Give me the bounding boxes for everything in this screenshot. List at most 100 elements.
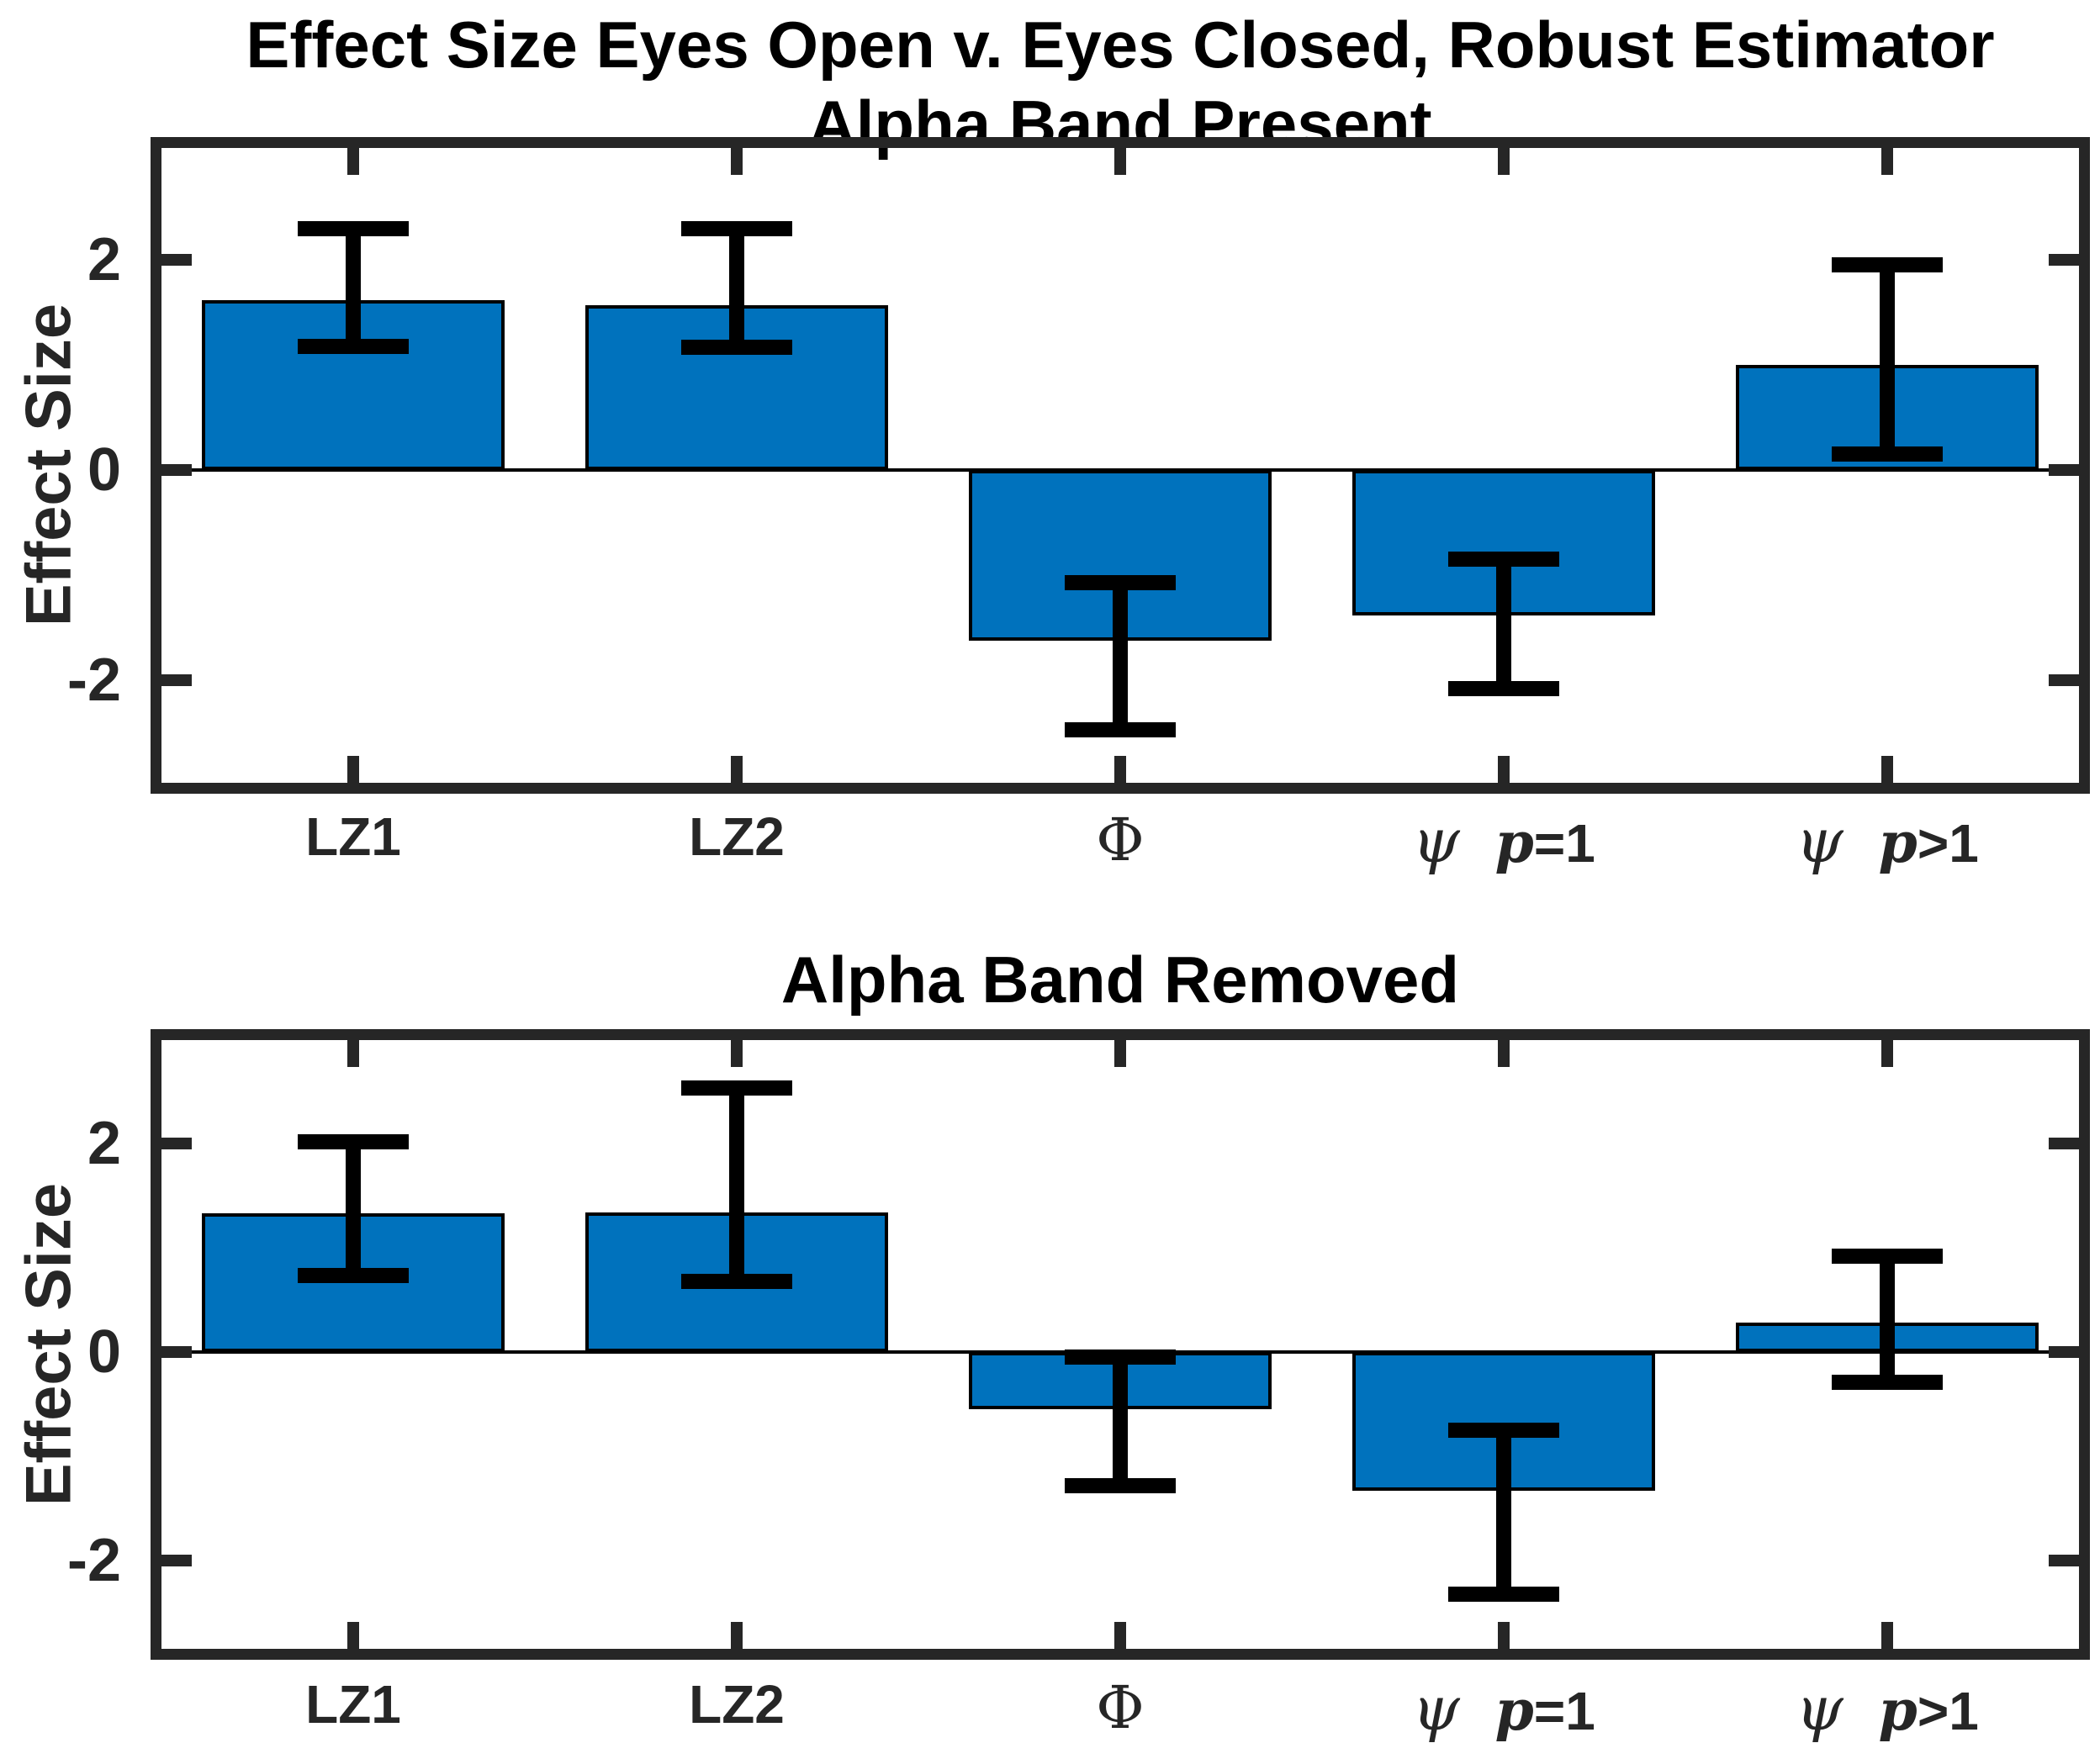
x-tick-label-part: Φ [1096, 1673, 1145, 1742]
error-cap-high-psi-p-eq-1 [1448, 1423, 1559, 1438]
error-cap-high-psi-p-gt-1 [1832, 257, 1943, 273]
y-tick-left-2 [161, 1138, 192, 1149]
x-tick-top-LZ2 [731, 148, 743, 175]
y-tick-right--2 [2049, 674, 2079, 686]
x-tick-bottom-psi-p-gt-1 [1881, 756, 1893, 783]
y-tick-label-0: 0 [87, 1318, 121, 1386]
x-tick-label-part: ψ [1412, 1673, 1460, 1743]
error-line-psi-p-eq-1 [1496, 1430, 1511, 1594]
x-tick-label-psi-p-gt-1: ψ p>1 [1694, 805, 2081, 876]
y-tick-label--2: -2 [66, 647, 121, 714]
x-tick-top-Phi [1114, 148, 1126, 175]
x-tick-bottom-psi-p-eq-1 [1498, 756, 1510, 783]
x-tick-label-part: >1 [1917, 813, 1979, 874]
x-tick-label-part: ψ [1796, 1673, 1843, 1743]
error-cap-low-Phi [1065, 721, 1176, 737]
y-tick-left--2 [161, 674, 192, 686]
error-line-LZ1 [346, 1141, 361, 1276]
x-tick-label-part: p [1878, 1677, 1918, 1743]
y-tick-right-2 [2049, 254, 2079, 266]
y-tick-right-0 [2049, 464, 2079, 476]
x-tick-bottom-Phi [1114, 1622, 1126, 1649]
y-tick-label-2: 2 [87, 1110, 121, 1177]
error-line-LZ2 [729, 228, 744, 347]
error-cap-low-psi-p-eq-1 [1448, 681, 1559, 696]
error-cap-low-LZ2 [681, 1273, 792, 1289]
axis-box-panel-1 [151, 1029, 2090, 1660]
x-tick-label-LZ1: LZ1 [160, 805, 547, 868]
error-cap-high-LZ1 [298, 220, 409, 236]
error-cap-high-Phi [1065, 1350, 1176, 1365]
axis-box-panel-0 [151, 137, 2090, 794]
x-tick-bottom-psi-p-eq-1 [1498, 1622, 1510, 1649]
y-tick-label-2: 2 [87, 226, 121, 293]
error-cap-high-psi-p-gt-1 [1832, 1248, 1943, 1264]
y-tick-left-2 [161, 254, 192, 266]
x-tick-label-part: =1 [1533, 1681, 1595, 1741]
x-tick-top-LZ1 [347, 148, 359, 175]
x-tick-bottom-LZ2 [731, 756, 743, 783]
error-cap-high-psi-p-eq-1 [1448, 552, 1559, 568]
x-tick-label-part: LZ1 [305, 806, 401, 867]
x-tick-bottom-Phi [1114, 756, 1126, 783]
x-tick-bottom-LZ2 [731, 1622, 743, 1649]
x-tick-label-part: p [1494, 810, 1534, 875]
x-tick-top-LZ1 [347, 1040, 359, 1067]
y-tick-right-2 [2049, 1138, 2079, 1149]
x-tick-top-psi-p-eq-1 [1498, 1040, 1510, 1067]
x-tick-label-part: =1 [1533, 813, 1595, 874]
x-tick-bottom-LZ1 [347, 756, 359, 783]
x-tick-top-Phi [1114, 1040, 1126, 1067]
chart-title: Effect Size Eyes Open v. Eyes Closed, Ro… [246, 8, 1995, 82]
y-tick-right-0 [2049, 1346, 2079, 1358]
y-tick-left--2 [161, 1555, 192, 1566]
error-line-Phi [1113, 582, 1128, 730]
x-tick-top-psi-p-eq-1 [1498, 148, 1510, 175]
error-cap-low-LZ1 [298, 1268, 409, 1284]
x-tick-bottom-LZ1 [347, 1622, 359, 1649]
bar-LZ1 [202, 299, 505, 470]
y-tick-label--2: -2 [66, 1527, 121, 1594]
y-tick-label-0: 0 [87, 436, 121, 504]
error-cap-low-LZ1 [298, 338, 409, 354]
x-tick-label-part: p [1494, 1677, 1534, 1743]
error-line-LZ2 [729, 1088, 744, 1281]
error-cap-high-LZ2 [681, 1080, 792, 1096]
error-cap-high-Phi [1065, 574, 1176, 590]
x-tick-label-part: LZ2 [689, 1674, 785, 1735]
x-tick-label-part: >1 [1917, 1681, 1979, 1741]
error-line-LZ1 [346, 228, 361, 346]
chart-title-alpha-removed: Alpha Band Removed [780, 943, 1460, 1017]
error-cap-low-psi-p-eq-1 [1448, 1586, 1559, 1602]
error-line-Phi [1113, 1357, 1128, 1486]
x-tick-label-LZ2: LZ2 [543, 1673, 930, 1735]
x-tick-label-part: p [1878, 810, 1918, 875]
error-cap-high-LZ1 [298, 1133, 409, 1149]
x-tick-label-Phi: Φ [927, 805, 1314, 874]
x-tick-top-LZ2 [731, 1040, 743, 1067]
x-tick-label-part: LZ2 [689, 806, 785, 867]
x-tick-label-psi-p-eq-1: ψ p=1 [1310, 805, 1697, 876]
error-line-psi-p-eq-1 [1496, 559, 1511, 689]
y-tick-right--2 [2049, 1555, 2079, 1566]
x-tick-label-LZ2: LZ2 [543, 805, 930, 868]
x-tick-label-LZ1: LZ1 [160, 1673, 547, 1735]
error-line-psi-p-gt-1 [1880, 1255, 1895, 1382]
figure-title-block: Effect Size Eyes Open v. Eyes Closed, Ro… [161, 5, 2079, 163]
x-tick-label-psi-p-gt-1: ψ p>1 [1694, 1673, 2081, 1743]
x-tick-label-Phi: Φ [927, 1673, 1314, 1742]
error-line-psi-p-gt-1 [1880, 265, 1895, 455]
x-tick-bottom-psi-p-gt-1 [1881, 1622, 1893, 1649]
error-cap-low-LZ2 [681, 339, 792, 355]
y-tick-left-0 [161, 464, 192, 476]
x-tick-label-part: Φ [1096, 805, 1145, 874]
x-tick-label-part: ψ [1412, 805, 1460, 876]
x-tick-label-part: ψ [1796, 805, 1843, 876]
error-cap-low-Phi [1065, 1477, 1176, 1493]
x-tick-top-psi-p-gt-1 [1881, 148, 1893, 175]
error-cap-low-psi-p-gt-1 [1832, 446, 1943, 462]
x-tick-label-psi-p-eq-1: ψ p=1 [1310, 1673, 1697, 1743]
error-cap-high-LZ2 [681, 220, 792, 236]
error-cap-low-psi-p-gt-1 [1832, 1374, 1943, 1390]
